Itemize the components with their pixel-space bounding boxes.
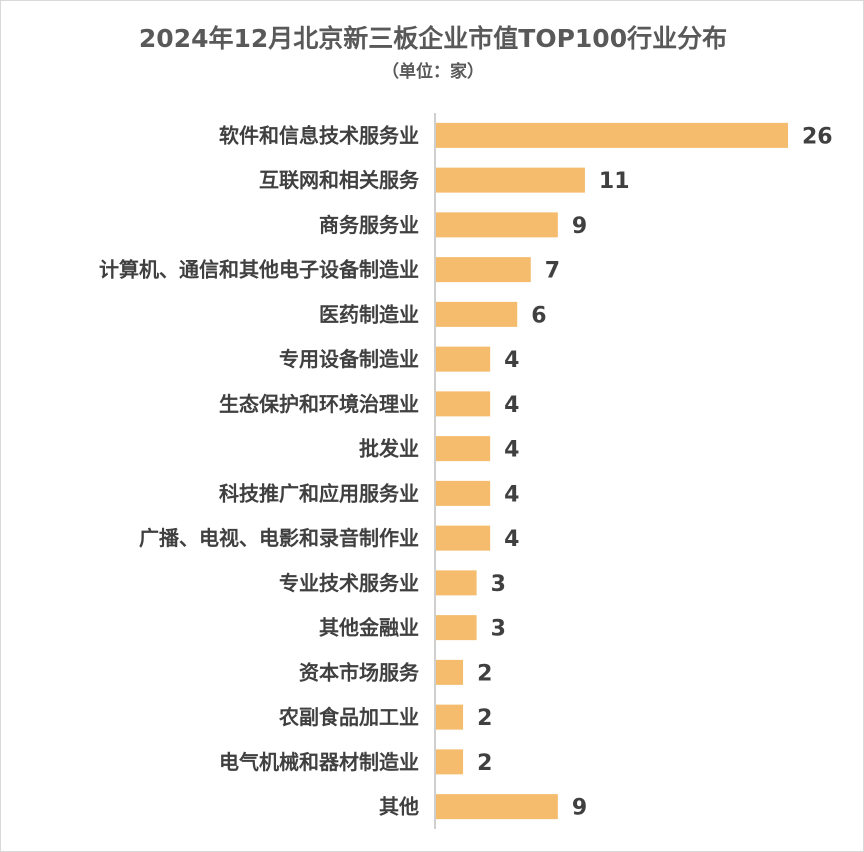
value-label: 2: [477, 661, 492, 686]
bar: [436, 570, 477, 596]
bar: [436, 615, 477, 641]
bar: [436, 436, 491, 462]
value-label: 11: [599, 169, 630, 194]
category-label: 计算机、通信和其他电子设备制造业: [99, 258, 419, 282]
category-label: 互联网和相关服务: [259, 168, 420, 192]
category-label: 软件和信息技术服务业: [219, 123, 419, 147]
category-label: 其他: [379, 795, 419, 819]
value-label: 3: [491, 617, 506, 642]
category-label: 批发业: [359, 437, 419, 461]
value-label: 9: [572, 796, 587, 821]
value-label: 2: [477, 751, 492, 776]
bar: [436, 167, 585, 193]
value-label: 4: [504, 438, 519, 463]
category-label: 医药制造业: [319, 302, 419, 326]
category-label: 电气机械和器材制造业: [219, 750, 419, 774]
bar: [436, 749, 464, 775]
bar: [436, 301, 518, 327]
category-label: 专业技术服务业: [279, 571, 419, 595]
bar: [436, 122, 788, 148]
bar: [436, 391, 491, 417]
category-label: 专用设备制造业: [279, 347, 419, 371]
category-label: 科技推广和应用服务业: [219, 481, 419, 505]
value-label: 4: [504, 348, 519, 373]
value-label: 4: [504, 482, 519, 507]
value-label: 2: [477, 706, 492, 731]
bar: [436, 212, 558, 238]
bar: [436, 659, 464, 685]
bar: [436, 257, 531, 283]
value-label: 3: [491, 572, 506, 597]
bar: [436, 704, 464, 730]
bar: [436, 480, 491, 506]
category-label: 商务服务业: [319, 213, 419, 237]
value-label: 9: [572, 214, 587, 239]
category-label: 农副食品加工业: [278, 705, 419, 729]
chart-subtitle: （单位：家）: [382, 62, 484, 82]
value-label: 7: [545, 259, 560, 284]
category-label: 生态保护和环境治理业: [219, 392, 419, 416]
category-label: 其他金融业: [319, 616, 419, 640]
value-label: 4: [504, 527, 519, 552]
bar: [436, 346, 491, 372]
category-label: 资本市场服务: [299, 660, 420, 684]
value-label: 4: [504, 393, 519, 418]
category-label: 广播、电视、电影和录音制作业: [139, 526, 419, 550]
bar: [436, 794, 558, 820]
value-label: 26: [802, 124, 833, 149]
value-label: 6: [531, 303, 546, 328]
chart-title: 2024年12月北京新三板企业市值TOP100行业分布: [138, 24, 728, 53]
bar: [436, 525, 491, 551]
